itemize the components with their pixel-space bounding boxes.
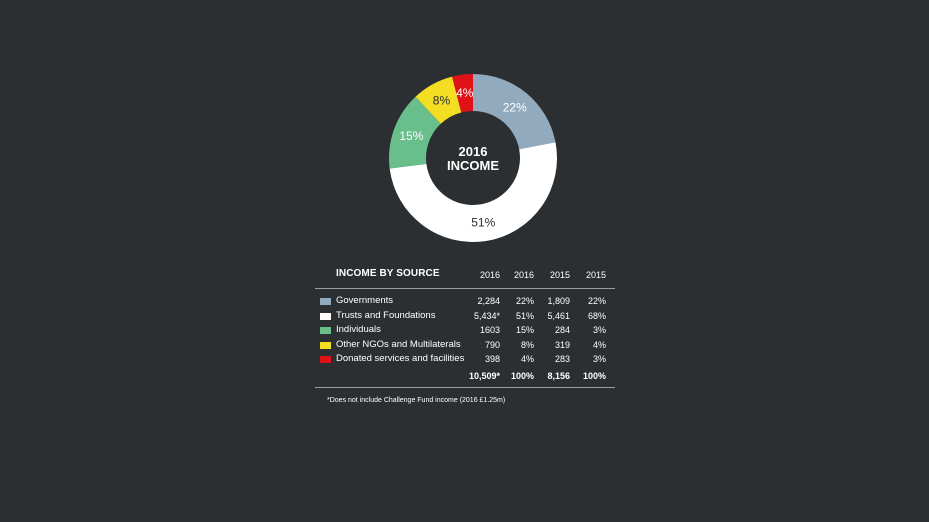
total-2015-amount: 8,156 bbox=[547, 371, 570, 381]
row-value: 1,809 bbox=[547, 296, 570, 306]
row-value: 5,434* bbox=[473, 310, 500, 321]
row-value: 3% bbox=[592, 325, 606, 335]
table-row: Individuals 1603 15% 284 3% bbox=[315, 323, 615, 337]
footer-divider bbox=[315, 387, 615, 388]
row-value: 51% bbox=[515, 310, 534, 321]
donut-slice bbox=[389, 96, 441, 169]
slice-label: 22% bbox=[503, 101, 527, 115]
row-value: 1603 bbox=[479, 325, 500, 335]
slice-label: 8% bbox=[433, 94, 451, 108]
header-2016-percent: 2016 bbox=[513, 270, 534, 280]
slice-label: 4% bbox=[456, 86, 474, 100]
header-2016-amount: 2016 bbox=[479, 270, 500, 280]
row-value: 319 bbox=[554, 339, 570, 350]
total-2016-percent: 100% bbox=[510, 371, 534, 381]
row-value: 4% bbox=[520, 354, 534, 364]
header-divider bbox=[315, 288, 615, 289]
header-2015-percent: 2015 bbox=[585, 270, 606, 280]
center-label: 2016 bbox=[459, 144, 488, 159]
table-row: Donated services and facilities 398 4% 283 3… bbox=[315, 352, 615, 366]
row-label: Trusts and Foundations bbox=[336, 309, 436, 321]
legend-swatch bbox=[320, 327, 331, 334]
row-value: 3% bbox=[592, 354, 606, 364]
center-label: INCOME bbox=[447, 158, 499, 173]
row-label: Governments bbox=[336, 295, 394, 306]
donut-slice bbox=[389, 142, 558, 243]
row-label: Donated services and facilities bbox=[336, 353, 465, 364]
row-value: 8% bbox=[520, 339, 534, 350]
row-value: 790 bbox=[484, 339, 500, 350]
row-value: 2,284 bbox=[477, 296, 500, 306]
total-2016-amount: 10,509* bbox=[468, 371, 500, 381]
table-title: INCOME BY SOURCE bbox=[336, 268, 440, 279]
table-total-row: 10,509* 100% 8,156 100% bbox=[315, 369, 615, 383]
legend-swatch bbox=[320, 356, 331, 363]
row-value: 15% bbox=[515, 325, 534, 335]
row-label: Other NGOs and Multilaterals bbox=[336, 338, 461, 350]
row-value: 22% bbox=[587, 296, 606, 306]
donut-slice bbox=[473, 74, 556, 150]
row-value: 284 bbox=[554, 325, 570, 335]
table-row: Governments 2,284 22% 1,809 22% bbox=[315, 294, 615, 308]
legend-swatch bbox=[320, 341, 331, 349]
row-label: Individuals bbox=[336, 324, 381, 335]
table-row: Trusts and Foundations 5,434* 51% 5,461 68% bbox=[315, 309, 615, 323]
footnote: *Does not include Challenge Fund income … bbox=[327, 397, 506, 404]
total-2015-percent: 100% bbox=[582, 371, 606, 381]
header-2015-amount: 2015 bbox=[549, 270, 570, 280]
slice-label: 51% bbox=[471, 216, 495, 230]
table-header: INCOME BY SOURCE 2016 2016 2015 2015 bbox=[315, 262, 615, 288]
row-value: 22% bbox=[515, 296, 534, 306]
donut-slice bbox=[415, 76, 462, 124]
legend-swatch bbox=[320, 312, 331, 320]
income-by-source-table: INCOME BY SOURCE 2016 2016 2015 2015 Gov… bbox=[315, 262, 615, 388]
legend-swatch bbox=[320, 298, 331, 305]
table-row: Other NGOs and Multilaterals 790 8% 319 4% bbox=[315, 338, 615, 352]
row-value: 4% bbox=[592, 339, 606, 350]
row-value: 283 bbox=[554, 354, 570, 364]
row-value: 68% bbox=[587, 310, 606, 321]
donut-slice bbox=[452, 74, 473, 113]
row-value: 398 bbox=[484, 354, 500, 364]
row-value: 5,461 bbox=[547, 310, 570, 321]
slice-label: 15% bbox=[399, 129, 423, 143]
